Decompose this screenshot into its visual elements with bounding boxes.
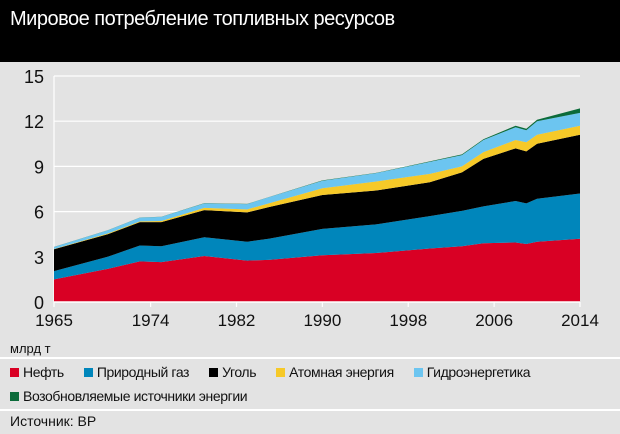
legend-item: Уголь	[209, 360, 257, 384]
legend-swatch	[83, 367, 93, 377]
legend-item: Нефть	[10, 360, 64, 384]
y-tick-label: 15	[24, 67, 44, 87]
legend-label: Возобновляемые источники энергии	[23, 388, 248, 404]
legend-swatch	[10, 367, 19, 377]
x-tick-label: 1982	[218, 311, 256, 330]
legend-swatch	[276, 367, 286, 377]
x-tick-label: 1998	[389, 311, 427, 330]
y-tick-label: 12	[24, 112, 44, 132]
legend-swatch	[10, 391, 19, 401]
legend: Нефть Природный газ Уголь Атомная энергия Ги…	[10, 360, 610, 408]
legend-label: Нефть	[23, 364, 64, 380]
area-chart: 0 3 6 9 12 15 1965 1974 1982 1990 1998 2006 2014	[24, 67, 599, 330]
y-tick-label: 3	[34, 248, 44, 268]
y-tick-label: 9	[34, 157, 44, 177]
x-tick-label: 1965	[35, 311, 73, 330]
y-axis-unit: млрд т	[10, 341, 51, 356]
area-series-2	[54, 134, 580, 272]
legend-item: Атомная энергия	[276, 360, 394, 384]
legend-swatch	[209, 367, 219, 377]
legend-item: Гидроэнергетика	[413, 360, 531, 384]
area-series-1	[54, 193, 580, 280]
legend-label: Уголь	[222, 364, 257, 380]
divider	[0, 409, 620, 411]
x-tick-label: 1990	[303, 311, 341, 330]
divider	[0, 357, 620, 359]
source-note: Источник: BP	[10, 413, 97, 429]
x-tick-label: 1974	[132, 311, 170, 330]
x-tick-label: 2006	[475, 311, 513, 330]
legend-item: Природный газ	[83, 360, 190, 384]
y-tick-label: 0	[34, 293, 44, 313]
legend-label: Атомная энергия	[289, 364, 394, 380]
y-tick-label: 6	[34, 203, 44, 223]
area-series-0	[54, 238, 580, 302]
legend-item: Возобновляемые источники энергии	[10, 384, 248, 408]
legend-label: Природный газ	[96, 364, 190, 380]
legend-swatch	[413, 367, 423, 377]
chart-title: Мировое потребление топливных ресурсов	[10, 8, 395, 30]
legend-label: Гидроэнергетика	[426, 364, 531, 380]
title-bar: Мировое потребление топливных ресурсов	[0, 0, 620, 62]
x-tick-label: 2014	[561, 311, 599, 330]
